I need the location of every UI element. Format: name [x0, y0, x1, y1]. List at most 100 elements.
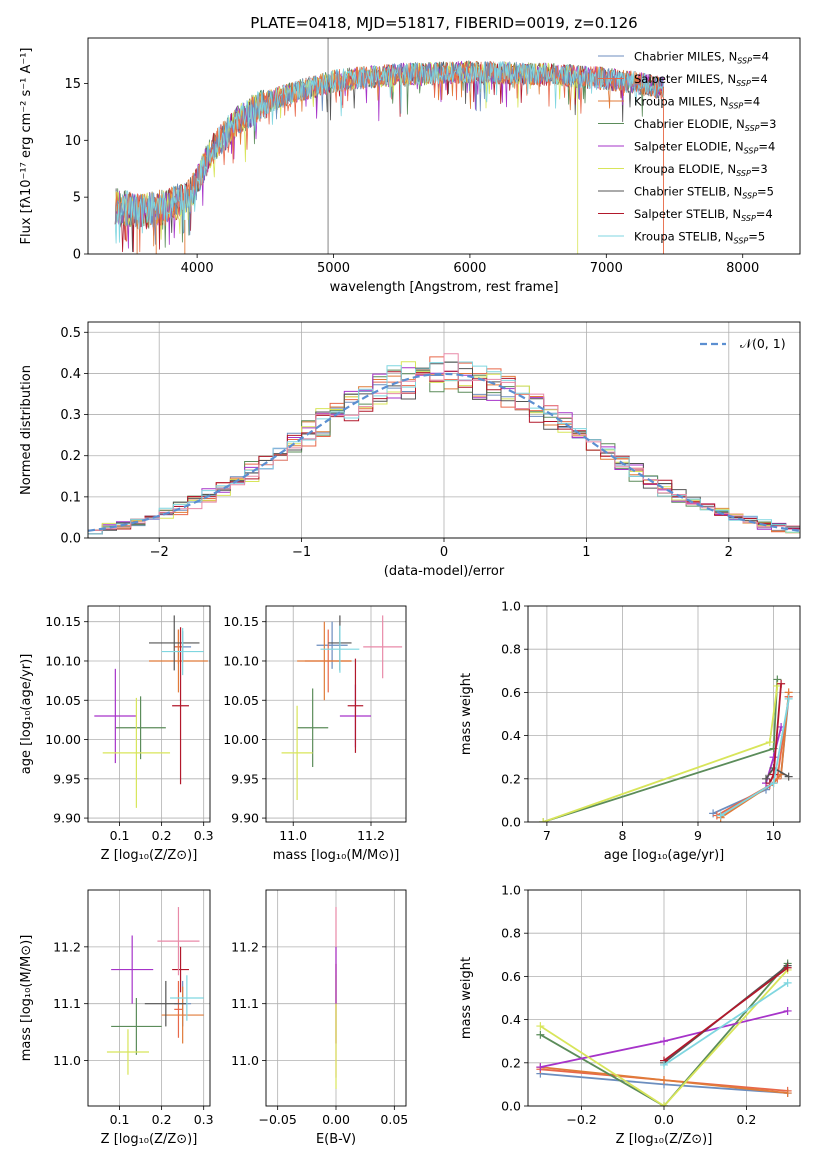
legend-label: Salpeter MILES, NSSP=4: [634, 72, 768, 88]
legend-sub: SSP: [742, 192, 757, 201]
legend-label: Chabrier MILES, NSSP=4: [634, 50, 769, 66]
series-marker: [783, 1089, 792, 1098]
y-tick-label: 0.4: [60, 367, 81, 382]
y-tick-label: 10.00: [223, 732, 259, 747]
axes-frame: [87, 37, 801, 255]
x-tick-label: 11.0: [279, 828, 307, 843]
legend-tail: =4: [743, 95, 760, 109]
legend-tail: =5: [748, 230, 765, 244]
series-line: [663, 982, 789, 1066]
y-tick-label: 9.95: [53, 771, 81, 786]
series-marker: [783, 963, 792, 972]
plot-area: [94, 615, 208, 808]
y-tick-label: 11.0: [231, 1053, 259, 1068]
panel-age_vs_mass: 11.0 11.2 9.90 9.95 10.00 10.05 10.10 10.15 mass…: [223, 605, 407, 863]
series-line: [663, 967, 789, 1062]
x-axis-label: Z [log₁₀(Z/Z⊙)]: [101, 1132, 198, 1147]
x-tick-label: −2: [150, 545, 169, 560]
spectrum-line: [114, 60, 664, 254]
y-tick-label: 9.95: [231, 771, 259, 786]
normal-curve: [88, 372, 800, 532]
y-tick-label: 10: [64, 134, 81, 149]
y-tick-label: 0.0: [60, 532, 81, 547]
legend-tail: =5: [757, 185, 774, 199]
series-marker: [762, 774, 770, 783]
y-tick-label: 0: [73, 248, 81, 263]
panel-residuals: −2 −1 0 1 2 0.0 0.1 0.2 0.3 0.4 0.5 (data-model)/er…: [19, 321, 801, 579]
y-tick-label: 11.1: [231, 996, 259, 1011]
y-axis-label: mass [log₁₀(M/M⊙)]: [19, 935, 34, 1062]
legend-label: Kroupa ELODIE, NSSP=3: [634, 162, 768, 178]
y-tick-label: 10.15: [45, 614, 81, 629]
series-marker: [716, 811, 725, 820]
x-tick-label: 0.1: [110, 828, 130, 843]
x-axis-label: mass [log₁₀(M/M⊙)]: [273, 848, 400, 863]
legend-label: Kroupa STELIB, NSSP=5: [634, 230, 765, 246]
y-tick-label: 0.3: [60, 408, 81, 423]
legend-label: Salpeter STELIB, NSSP=4: [634, 207, 773, 223]
y-tick-label: 0.4: [501, 1012, 521, 1027]
legend-label: Kroupa MILES, NSSP=4: [634, 95, 760, 111]
y-tick-label: 0.4: [501, 728, 521, 743]
series-line: [720, 692, 790, 819]
x-axis-label: (data-model)/error: [384, 564, 505, 579]
y-tick-label: 0.1: [60, 490, 81, 505]
legend-sub: SSP: [737, 57, 752, 66]
panel-spectrum: 4000 5000 6000 7000 8000 0 5 10 15 wavelength [An…: [19, 14, 801, 295]
x-tick-label: −0.2: [566, 1112, 596, 1127]
legend-model: Chabrier MILES, N: [634, 50, 737, 64]
legend-model: Chabrier ELODIE, N: [634, 117, 745, 131]
legend-sub: SSP: [736, 169, 751, 178]
x-tick-label: 0.1: [110, 1112, 130, 1127]
y-tick-label: 11.1: [53, 996, 81, 1011]
x-axis-label: E(B-V): [316, 1132, 356, 1147]
y-tick-label: 1.0: [501, 883, 521, 898]
series-marker: [777, 679, 786, 688]
y-tick-label: 10.10: [45, 653, 81, 668]
legend-sub: SSP: [729, 102, 744, 111]
x-tick-label: 4000: [181, 261, 214, 276]
x-tick-label: 0: [440, 545, 448, 560]
series-marker: [709, 809, 718, 818]
legend-tail: =4: [758, 140, 775, 154]
legend-model: Kroupa ELODIE, N: [634, 162, 736, 176]
y-tick-label: 0.8: [501, 642, 521, 657]
series-marker: [536, 1030, 545, 1039]
x-tick-label: 7000: [590, 261, 623, 276]
x-tick-label: 0.2: [152, 828, 172, 843]
axes-frame: [527, 605, 801, 823]
legend-model: Kroupa MILES, N: [634, 95, 729, 109]
series-marker: [660, 1060, 668, 1069]
legend-sub: SSP: [744, 147, 759, 156]
series-marker: [536, 1063, 545, 1072]
series-marker: [765, 738, 774, 747]
y-axis-label: mass weight: [459, 957, 474, 1039]
x-tick-label: 0.3: [194, 828, 214, 843]
x-axis-label: age [log₁₀(age/yr)]: [604, 848, 725, 863]
panel-mass_weight_vs_age: 7 8 9 10 0.0 0.2 0.4 0.6 0.8 1.0 age [log₁₀(age/yr…: [459, 599, 801, 863]
y-tick-label: 0.0: [501, 1099, 521, 1114]
series-marker: [660, 1076, 668, 1085]
plot-area: [106, 907, 204, 1075]
axes-frame: [87, 889, 211, 1107]
x-tick-label: 0.2: [152, 1112, 172, 1127]
y-axis-label: Flux [fλ10⁻¹⁷ erg cm⁻² s⁻¹ A⁻¹]: [19, 48, 34, 245]
legend-label: Chabrier STELIB, NSSP=5: [634, 185, 774, 201]
plot-area: [281, 615, 403, 801]
y-tick-label: 10.15: [223, 614, 259, 629]
x-tick-label: 7: [543, 828, 551, 843]
y-tick-label: 10.05: [45, 693, 81, 708]
panel-mass_vs_Z: 0.1 0.2 0.3 11.0 11.1 11.2 Z [log₁₀(Z/Z⊙)] mass…: [19, 889, 214, 1147]
y-tick-label: 0.6: [501, 685, 521, 700]
y-tick-label: 0.0: [501, 815, 521, 830]
x-tick-label: −0.05: [259, 1112, 297, 1127]
x-tick-label: 8000: [726, 261, 759, 276]
series-marker: [769, 770, 778, 779]
plot-area: [539, 675, 793, 822]
series-marker: [784, 772, 793, 781]
x-axis-label: wavelength [Angstrom, rest frame]: [330, 280, 559, 295]
x-tick-label: 6000: [453, 261, 486, 276]
y-tick-label: 11.2: [53, 939, 81, 954]
legend-label: Chabrier ELODIE, NSSP=3: [634, 117, 776, 133]
